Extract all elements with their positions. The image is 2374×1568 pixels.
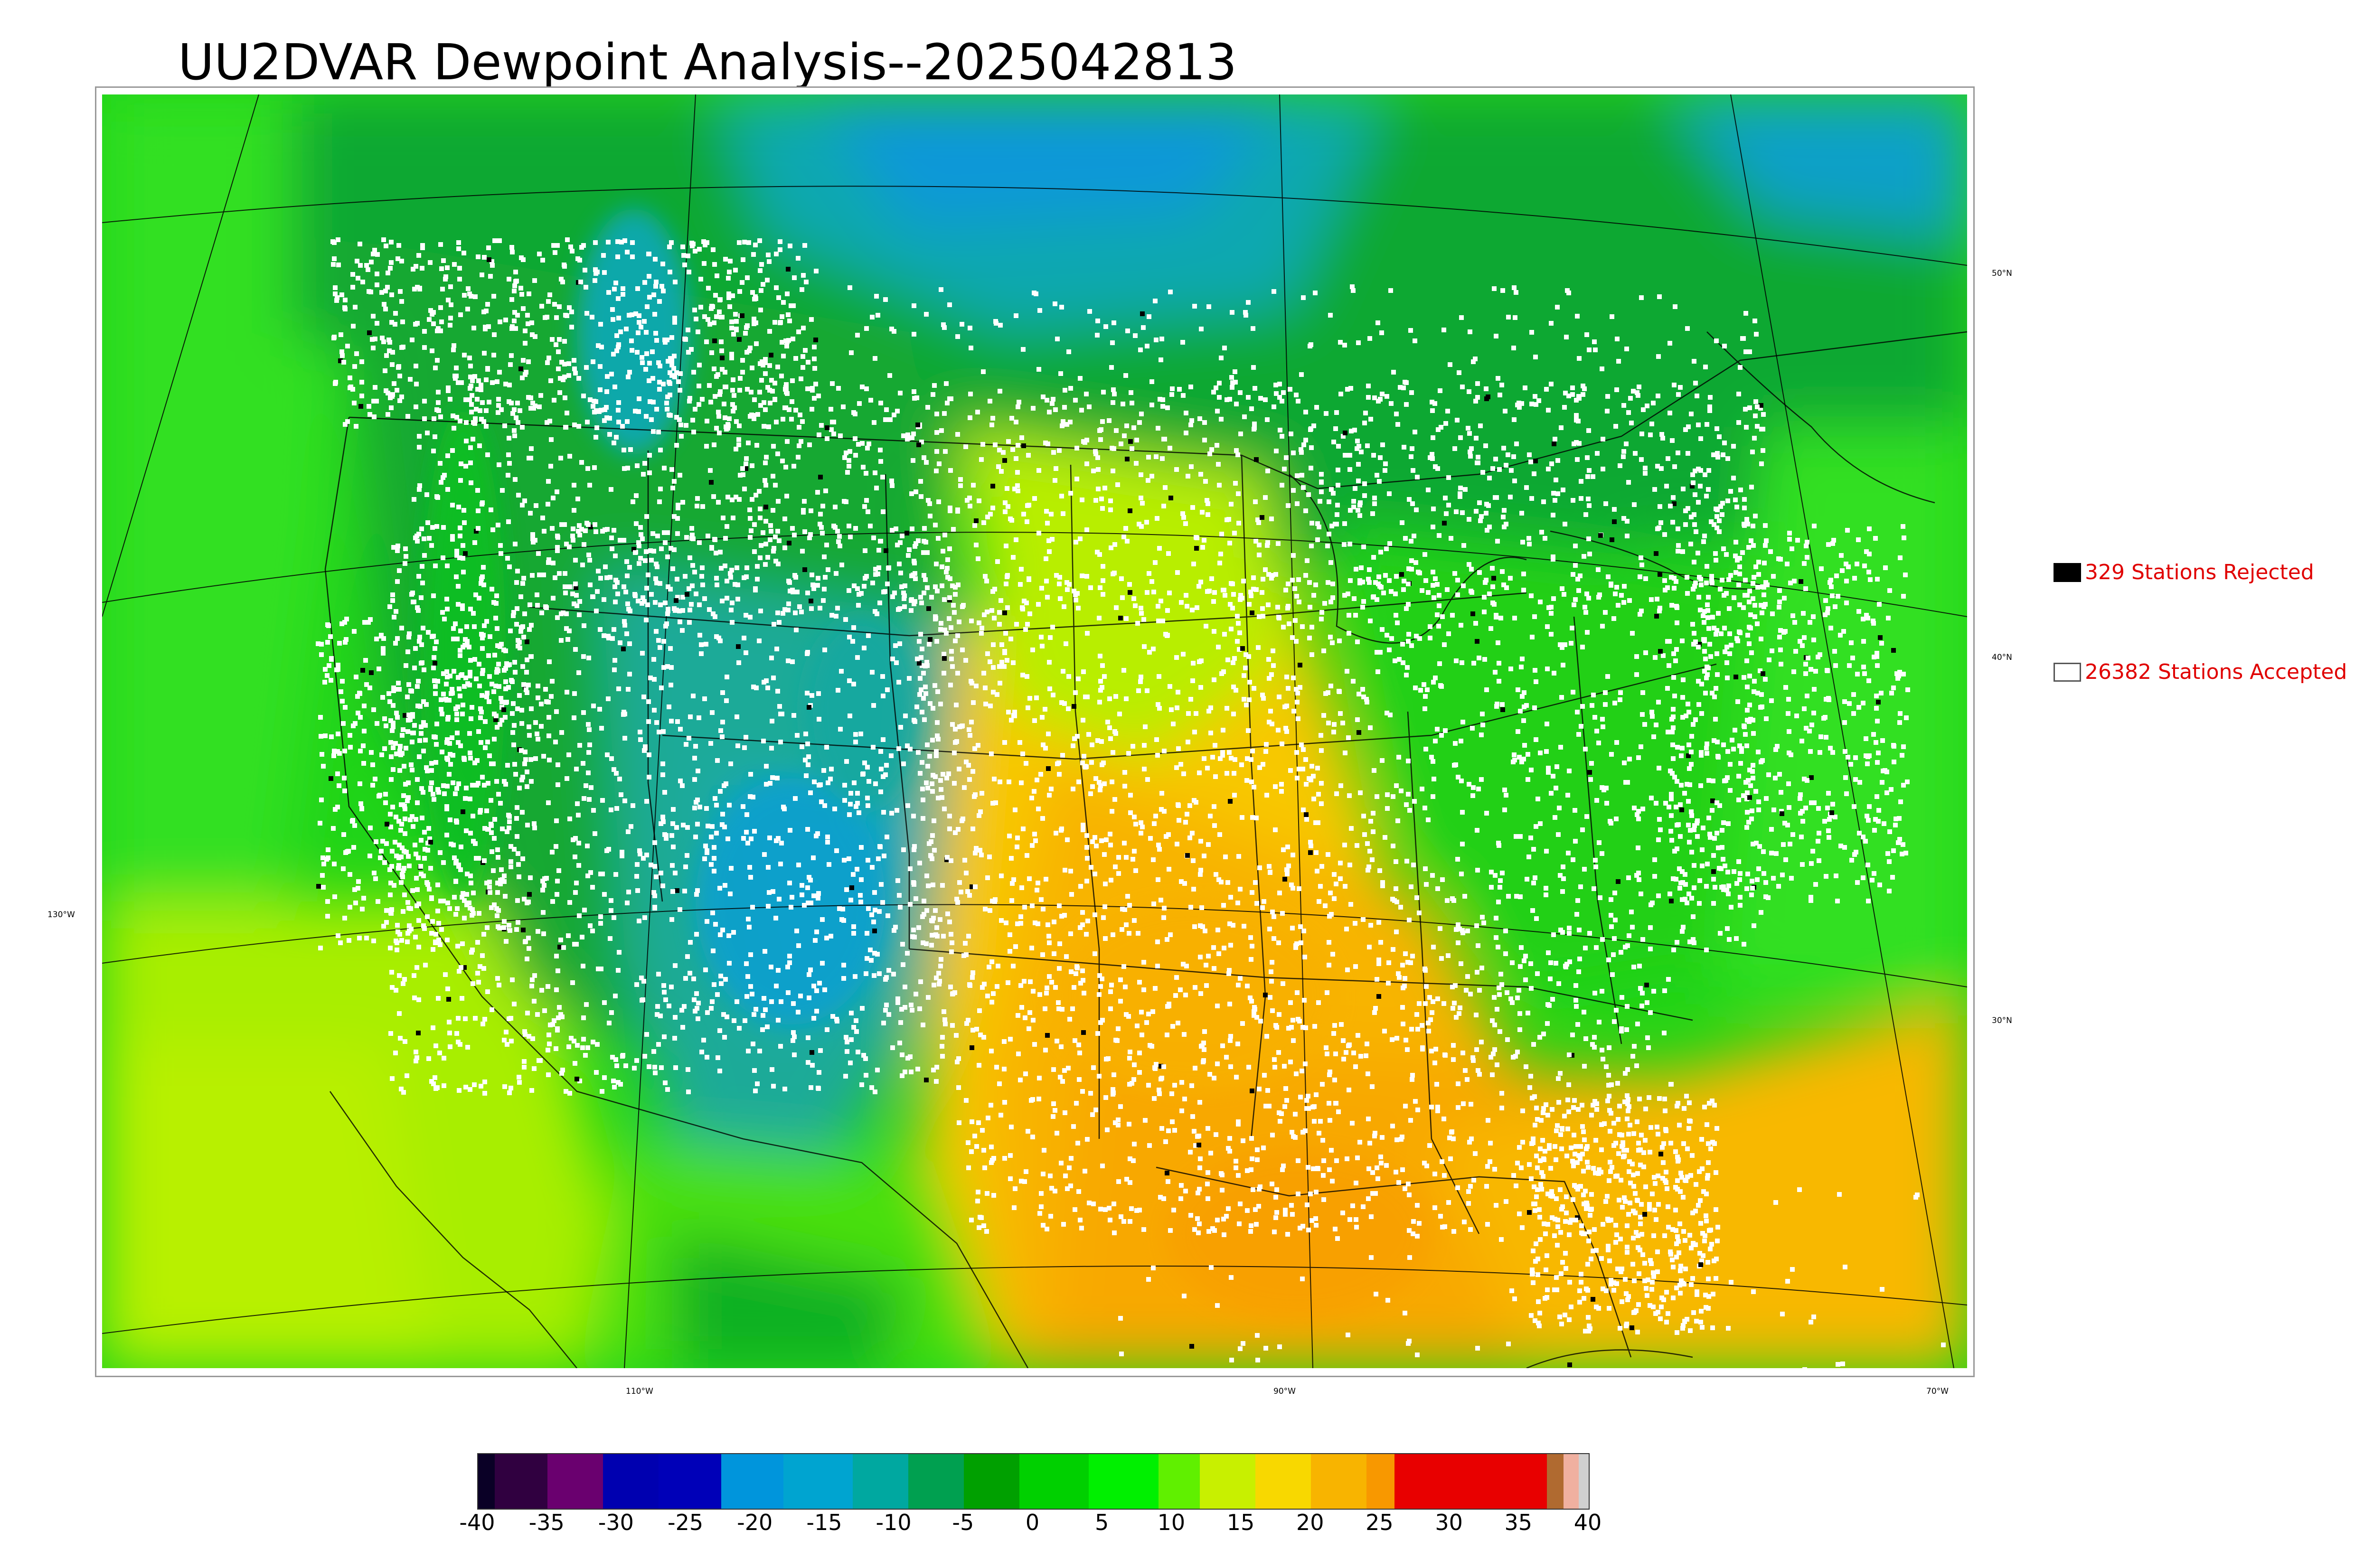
colorbar-band xyxy=(478,1454,495,1509)
colorbar-tick-label: -35 xyxy=(529,1510,565,1535)
rejected-swatch xyxy=(2054,563,2081,582)
colorbar-tick-label: 40 xyxy=(1574,1510,1602,1535)
colorbar-tick-label: 20 xyxy=(1296,1510,1324,1535)
colorbar-band xyxy=(1579,1454,1588,1509)
colorbar-band xyxy=(1366,1454,1394,1509)
map-frame xyxy=(95,86,1975,1377)
colorbar-band xyxy=(1547,1454,1564,1509)
colorbar-band xyxy=(1159,1454,1200,1509)
colorbar-tick-label: 35 xyxy=(1505,1510,1533,1535)
colorbar-band xyxy=(1564,1454,1579,1509)
colorbar-tick-label: 15 xyxy=(1227,1510,1255,1535)
colorbar-tick-label: -15 xyxy=(806,1510,842,1535)
colorbar-band xyxy=(1200,1454,1255,1509)
lon-label-110w: 110°W xyxy=(626,1387,653,1396)
accepted-swatch xyxy=(2054,663,2081,682)
colorbar-tick-label: 5 xyxy=(1095,1510,1109,1535)
colorbar-tick-label: -25 xyxy=(668,1510,703,1535)
lon-label-130w: 130°W xyxy=(47,910,75,920)
legend-accepted: 26382 Stations Accepted xyxy=(2054,660,2347,684)
colorbar-band xyxy=(495,1454,547,1509)
colorbar-band xyxy=(603,1454,659,1509)
lon-label-70w: 70°W xyxy=(1926,1387,1949,1396)
colorbar-band xyxy=(908,1454,964,1509)
colorbar-band xyxy=(964,1454,1019,1509)
colorbar-tick-label: 10 xyxy=(1158,1510,1186,1535)
lon-label-90w: 90°W xyxy=(1273,1387,1296,1396)
colorbar-band xyxy=(1089,1454,1158,1509)
colorbar-tick-label: -30 xyxy=(598,1510,634,1535)
colorbar-band xyxy=(783,1454,853,1509)
colorbar-tick-label: 0 xyxy=(1026,1510,1039,1535)
rejected-label: 329 Stations Rejected xyxy=(2085,560,2314,584)
colorbar-tick-label: 25 xyxy=(1366,1510,1394,1535)
colorbar-tick-label: -5 xyxy=(952,1510,974,1535)
colorbar xyxy=(477,1453,1590,1510)
colorbar-band xyxy=(1394,1454,1547,1509)
colorbar-band xyxy=(1311,1454,1366,1509)
accepted-label: 26382 Stations Accepted xyxy=(2085,660,2347,684)
lat-label-40n: 40°N xyxy=(1992,653,2012,662)
chart-title: UU2DVAR Dewpoint Analysis--2025042813 xyxy=(0,33,1415,91)
colorbar-band xyxy=(721,1454,784,1509)
dewpoint-map xyxy=(102,94,1967,1368)
colorbar-band xyxy=(1255,1454,1311,1509)
colorbar-tick-label: -10 xyxy=(876,1510,912,1535)
colorbar-band xyxy=(547,1454,603,1509)
lat-label-30n: 30°N xyxy=(1992,1016,2012,1025)
colorbar-tick-label: 30 xyxy=(1435,1510,1463,1535)
colorbar-band xyxy=(1019,1454,1089,1509)
colorbar-band xyxy=(659,1454,721,1509)
colorbar-tick-label: -20 xyxy=(737,1510,772,1535)
dewpoint-field xyxy=(102,94,1967,1368)
lat-label-50n: 50°N xyxy=(1992,269,2012,278)
colorbar-band xyxy=(853,1454,908,1509)
legend-rejected: 329 Stations Rejected xyxy=(2054,560,2314,584)
colorbar-tick-label: -40 xyxy=(459,1510,495,1535)
